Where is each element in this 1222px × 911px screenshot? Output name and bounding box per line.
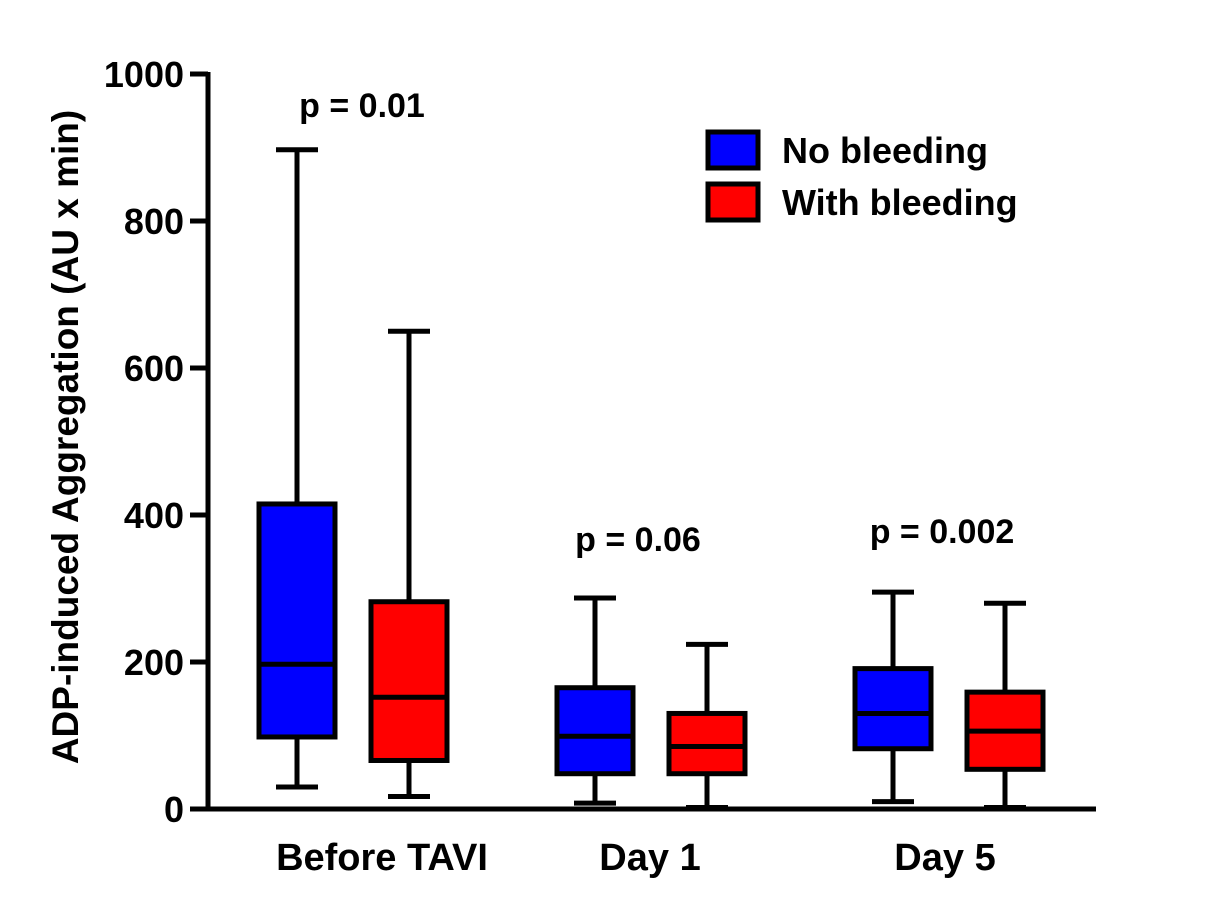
- y-axis-ticks: 0 200 400 600 800 1000: [104, 54, 208, 830]
- legend-label: No bleeding: [782, 130, 988, 171]
- p-value-label: p = 0.002: [870, 513, 1015, 551]
- series-no-bleeding: [256, 147, 934, 806]
- y-tick-label: 1000: [104, 54, 184, 95]
- box-series: [256, 147, 1046, 811]
- box-plot: [368, 328, 450, 800]
- x-axis-labels: Before TAVI Day 1 Day 5: [276, 837, 996, 879]
- y-axis-title: ADP-induced Aggregation (AU x min): [45, 110, 86, 764]
- legend-swatch: [705, 129, 761, 171]
- iqr-box: [666, 710, 748, 777]
- y-tick-label: 400: [124, 495, 184, 536]
- iqr-box: [368, 599, 450, 763]
- box-plot: [964, 600, 1046, 811]
- p-value-label: p = 0.01: [299, 87, 425, 125]
- box-plot: [852, 589, 934, 805]
- legend-swatch: [705, 181, 761, 223]
- box-plot: [256, 147, 338, 790]
- y-tick-label: 0: [164, 789, 184, 830]
- x-category-label: Day 5: [894, 837, 995, 879]
- y-tick-label: 200: [124, 642, 184, 683]
- iqr-box: [256, 501, 338, 740]
- iqr-box: [554, 685, 636, 777]
- p-value-label: p = 0.06: [575, 521, 701, 559]
- axes: [205, 72, 1096, 812]
- legend: No bleeding With bleeding: [705, 129, 1018, 223]
- x-category-label: Day 1: [599, 837, 700, 879]
- series-with-bleeding: [368, 328, 1046, 811]
- p-value-annotations: p = 0.01 p = 0.06 p = 0.002: [299, 87, 1014, 559]
- x-category-label: Before TAVI: [276, 837, 488, 879]
- box-plot: [666, 641, 748, 811]
- legend-label: With bleeding: [782, 182, 1018, 223]
- iqr-box: [852, 666, 934, 752]
- y-tick-label: 600: [124, 348, 184, 389]
- y-tick-label: 800: [124, 201, 184, 242]
- box-plot: [554, 595, 636, 806]
